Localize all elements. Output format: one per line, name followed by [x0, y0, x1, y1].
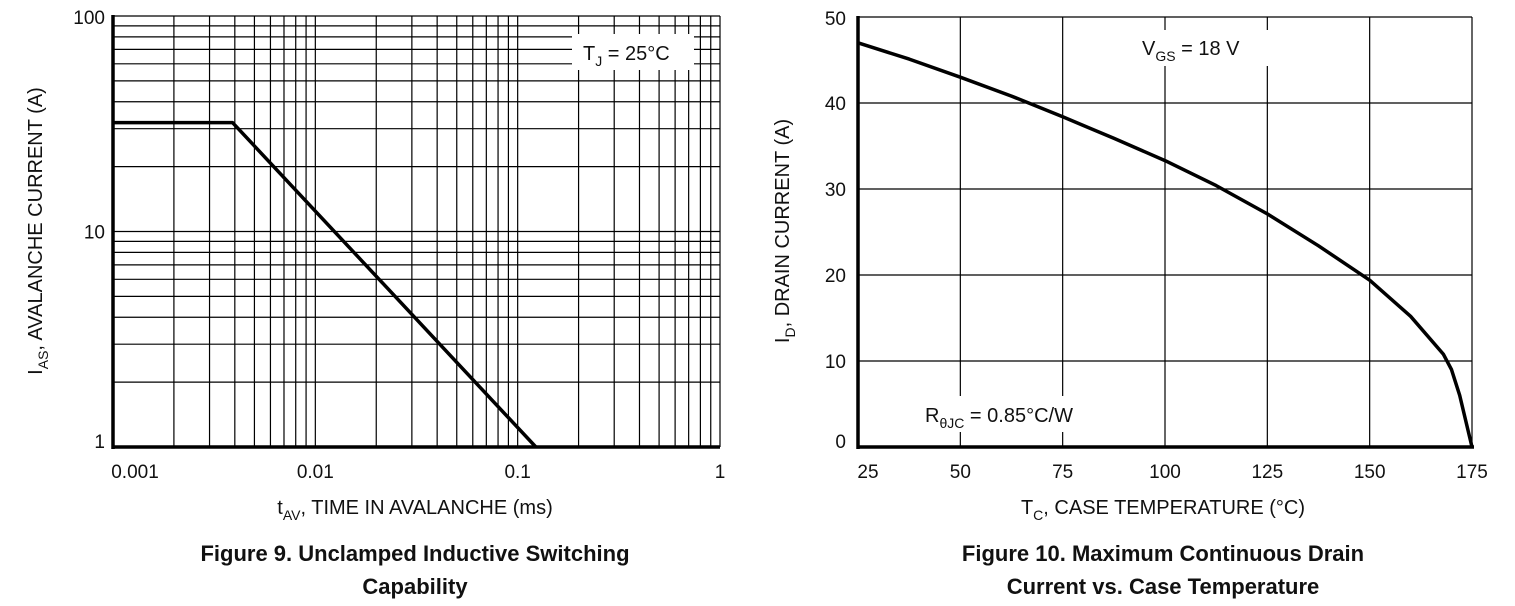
annotation-rthjc-rest: = 0.85°C/W: [964, 405, 1073, 427]
annotation-rthjc: RθJC = 0.85°C/W: [925, 405, 1073, 431]
y-tick-label: 100: [73, 8, 105, 29]
y-tick-label: 1: [94, 432, 105, 453]
y-axis-label: ID, DRAIN CURRENT (A): [772, 119, 798, 343]
x-tick-label: 1: [715, 462, 726, 483]
x-tick-label: 100: [1149, 462, 1181, 483]
x-tick-label: 125: [1251, 462, 1283, 483]
annotation-background: [572, 34, 694, 70]
x-axis-label-main: T: [1021, 497, 1033, 519]
annotation-vgs-subscript: GS: [1155, 48, 1175, 64]
y-axis-label-main: I: [772, 338, 794, 344]
x-axis-label-subscript: C: [1033, 507, 1043, 523]
y-tick-label: 30: [825, 180, 846, 201]
y-axis-label-main: I: [25, 369, 47, 375]
x-tick-label: 75: [1052, 462, 1073, 483]
annotation-vgs-main: V: [1142, 38, 1156, 60]
x-tick-label: 25: [857, 462, 878, 483]
annotation-tj: TJ = 25°C: [583, 43, 670, 69]
x-axis-label-rest: , TIME IN AVALANCHE (ms): [300, 497, 552, 519]
x-tick-label: 150: [1354, 462, 1386, 483]
y-axis-label-subscript: AS: [35, 351, 51, 370]
y-tick-label: 0: [835, 432, 846, 453]
chart-caption: Current vs. Case Temperature: [1007, 574, 1320, 599]
annotation-vgs-rest: = 18 V: [1176, 38, 1241, 60]
y-tick-label: 10: [84, 223, 105, 244]
x-tick-label: 0.001: [111, 462, 159, 483]
chart-avalanche-current: TJ = 25°C 0.001 0.01 0.1 1 1 10 100 tAV, TIME IN…: [25, 8, 725, 599]
annotation-tj-rest: = 25°C: [602, 43, 669, 65]
y-axis-label-rest: , AVALANCHE CURRENT (A): [25, 87, 47, 350]
chart-caption: Figure 10. Maximum Continuous Drain: [962, 541, 1364, 566]
x-axis-label-subscript: AV: [283, 507, 301, 523]
x-axis-label-rest: , CASE TEMPERATURE (°C): [1043, 497, 1305, 519]
y-tick-label: 50: [825, 9, 846, 30]
x-tick-label: 175: [1456, 462, 1488, 483]
annotation-tj-main: T: [583, 43, 595, 65]
annotation-rthjc-main: R: [925, 405, 939, 427]
x-tick-label: 0.01: [297, 462, 334, 483]
annotation-rthjc-subscript: θJC: [939, 415, 964, 431]
y-axis-label-subscript: D: [782, 327, 798, 337]
chart-caption: Figure 9. Unclamped Inductive Switching: [200, 541, 629, 566]
series-line: [857, 41, 1474, 448]
x-axis-label: TC, CASE TEMPERATURE (°C): [1021, 497, 1305, 523]
annotation-background: [1140, 30, 1320, 66]
y-tick-label: 20: [825, 266, 846, 287]
x-axis-label: tAV, TIME IN AVALANCHE (ms): [277, 497, 552, 523]
annotation-vgs: VGS = 18 V: [1142, 38, 1240, 64]
x-tick-label: 50: [950, 462, 971, 483]
annotation-tj-subscript: J: [595, 53, 602, 69]
y-tick-label: 10: [825, 352, 846, 373]
y-axis-label: IAS, AVALANCHE CURRENT (A): [25, 87, 51, 375]
x-tick-label: 0.1: [504, 462, 530, 483]
y-axis-label-rest: , DRAIN CURRENT (A): [772, 119, 794, 328]
annotation-background: [920, 396, 1115, 432]
chart-caption: Capability: [362, 574, 468, 599]
series-line: [113, 120, 538, 449]
y-tick-label: 40: [825, 94, 846, 115]
x-axis-label-main: t: [277, 497, 283, 519]
